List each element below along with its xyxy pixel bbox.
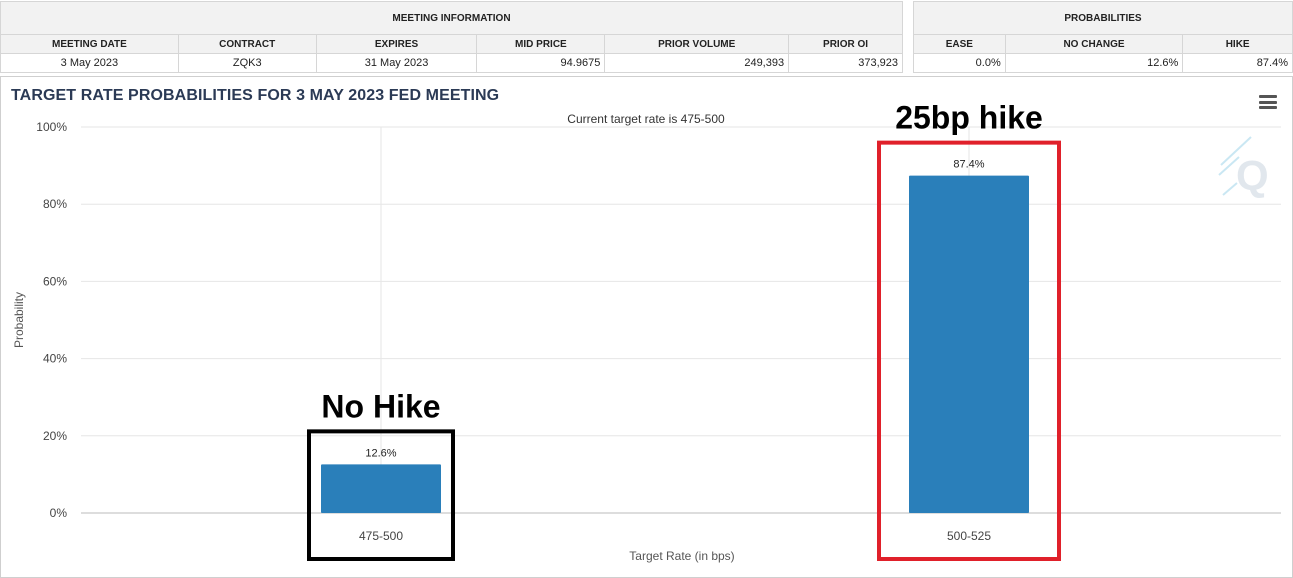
y-axis-label: Probability xyxy=(12,292,26,348)
cell-prior-oi: 373,923 xyxy=(788,53,903,73)
col-mid-price: MID PRICE xyxy=(476,34,606,54)
col-no-change: NO CHANGE xyxy=(1004,34,1184,54)
cell-contract: ZQK3 xyxy=(177,53,317,73)
cell-no-change: 12.6% xyxy=(1004,53,1184,73)
cell-meeting-date: 3 May 2023 xyxy=(0,53,179,73)
cell-hike: 87.4% xyxy=(1182,53,1293,73)
col-prior-volume: PRIOR VOLUME xyxy=(604,34,790,54)
y-axis: 0% 20% 40% 60% 80% 100% xyxy=(36,120,1281,520)
col-hike: HIKE xyxy=(1182,34,1293,54)
y-tick-label: 40% xyxy=(43,352,67,366)
svg-text:Q: Q xyxy=(1236,152,1269,199)
cell-ease: 0.0% xyxy=(913,53,1006,73)
y-tick-label: 60% xyxy=(43,274,67,288)
chart-panel: TARGET RATE PROBABILITIES FOR 3 MAY 2023… xyxy=(0,76,1293,578)
grid-layer xyxy=(81,126,1281,514)
col-ease: EASE xyxy=(913,34,1006,54)
annotations-layer: No Hike 25bp hike xyxy=(307,100,1061,562)
bar-chart: Q Current target rate is 475-500 0% 20% 40… xyxy=(12,100,1281,563)
x-axis-label: Target Rate (in bps) xyxy=(629,549,734,563)
x-tick-label: 500-525 xyxy=(947,529,991,543)
annotation-box xyxy=(307,429,455,562)
y-tick-label: 20% xyxy=(43,429,67,443)
annotation-label: No Hike xyxy=(321,388,440,424)
annotation-box xyxy=(877,140,1061,562)
annotation-label: 25bp hike xyxy=(895,100,1043,136)
cell-mid-price: 94.9675 xyxy=(476,53,606,73)
q-logo-watermark: Q xyxy=(1218,136,1269,199)
bar-data-label: 87.4% xyxy=(953,159,984,171)
x-axis: 475-500 500-525 xyxy=(359,529,991,543)
bar-data-label: 12.6% xyxy=(365,447,396,459)
y-tick-label: 0% xyxy=(50,506,68,520)
meeting-info-table: MEETING INFORMATION MEETING DATE CONTRAC… xyxy=(0,1,903,73)
col-prior-oi: PRIOR OI xyxy=(788,34,903,54)
y-tick-label: 80% xyxy=(43,197,67,211)
meeting-info-header: MEETING INFORMATION xyxy=(0,1,903,35)
bars-layer: 12.6% 87.4% xyxy=(321,159,1029,514)
bar xyxy=(321,464,441,513)
probabilities-table: PROBABILITIES EASE NO CHANGE HIKE 0.0% 1… xyxy=(913,1,1293,73)
x-tick-label: 475-500 xyxy=(359,529,403,543)
col-expires: EXPIRES xyxy=(315,34,478,54)
bar xyxy=(909,175,1029,514)
chart-title: TARGET RATE PROBABILITIES FOR 3 MAY 2023… xyxy=(11,87,500,104)
hamburger-menu-icon[interactable] xyxy=(1259,95,1277,109)
col-meeting-date: MEETING DATE xyxy=(0,34,179,54)
col-contract: CONTRACT xyxy=(177,34,317,54)
cell-expires: 31 May 2023 xyxy=(315,53,478,73)
y-tick-label: 100% xyxy=(36,120,67,134)
cell-prior-volume: 249,393 xyxy=(604,53,790,73)
probabilities-header: PROBABILITIES xyxy=(913,1,1293,35)
chart-subtitle: Current target rate is 475-500 xyxy=(567,112,725,126)
